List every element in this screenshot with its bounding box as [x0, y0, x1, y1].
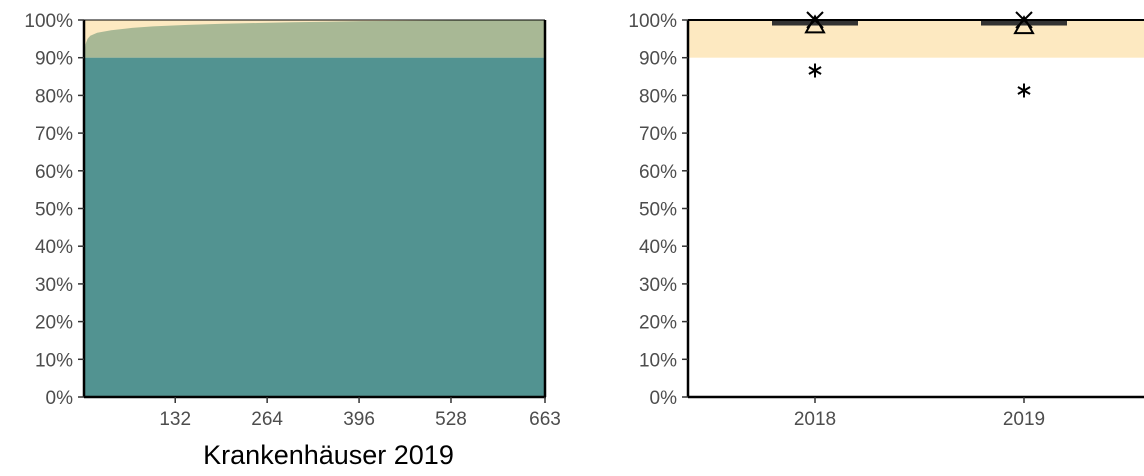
yearly-boxplot-chart: 0%10%20%30%40%50%60%70%80%90%100% 2018 20… [628, 11, 1144, 430]
x-tick-label: 663 [529, 409, 561, 430]
y-tick-label: 70% [35, 124, 73, 145]
y-tick-label: 100% [24, 11, 73, 32]
y-axis-ticks: 0% 10% 20% 30% 40% 50% 60% 70% 80% 90% 100% [628, 11, 688, 409]
y-axis-ticks: 0% 10% 20% 30% 40% 50% 60% 70% 80% 90% 100% [24, 11, 84, 409]
y-tick-label: 60% [35, 162, 73, 183]
y-tick-label: 30% [639, 275, 677, 296]
y-tick-label: 0% [46, 388, 74, 409]
y-tick-label: 100% [628, 11, 677, 32]
y-tick-label: 20% [35, 313, 73, 334]
x-tick-label: 2019 [1003, 409, 1045, 430]
y-tick-label: 50% [35, 200, 73, 221]
x-tick-label: 2018 [794, 409, 836, 430]
y-tick-label: 50% [639, 200, 677, 221]
y-tick-label: 10% [35, 350, 73, 371]
y-tick-label: 80% [639, 86, 677, 107]
hospital-distribution-chart: 0% 10% 20% 30% 40% 50% 60% 70% 80% 90% 100% 132 264… [24, 11, 560, 470]
y-tick-label: 90% [35, 49, 73, 70]
outlier-point [808, 63, 822, 78]
x-axis-ticks: 132 264 396 528 663 [159, 397, 561, 430]
outlier-point [1017, 83, 1031, 98]
y-tick-label: 70% [639, 124, 677, 145]
y-tick-label: 20% [639, 313, 677, 334]
y-tick-label: 40% [639, 237, 677, 258]
y-tick-label: 40% [35, 237, 73, 258]
target-range-band [688, 20, 1144, 58]
axes [686, 19, 1144, 399]
lower-segment-fill [84, 57, 545, 397]
distribution-area [84, 20, 545, 58]
y-tick-label: 0% [650, 388, 678, 409]
asterisk-stroke [1017, 86, 1031, 95]
x-tick-label: 528 [435, 409, 467, 430]
y-tick-label: 30% [35, 275, 73, 296]
box-2019 [981, 11, 1067, 98]
y-tick-label: 10% [639, 350, 677, 371]
x-tick-label: 396 [343, 409, 375, 430]
x-tick-label: 264 [251, 409, 283, 430]
x-tick-label: 132 [159, 409, 191, 430]
x-axis-title: Krankenhäuser 2019 [203, 440, 454, 470]
y-tick-label: 90% [639, 49, 677, 70]
asterisk-stroke [808, 66, 822, 75]
y-tick-label: 60% [639, 162, 677, 183]
y-tick-label: 80% [35, 86, 73, 107]
x-axis-ticks: 2018 2019 [794, 397, 1045, 430]
